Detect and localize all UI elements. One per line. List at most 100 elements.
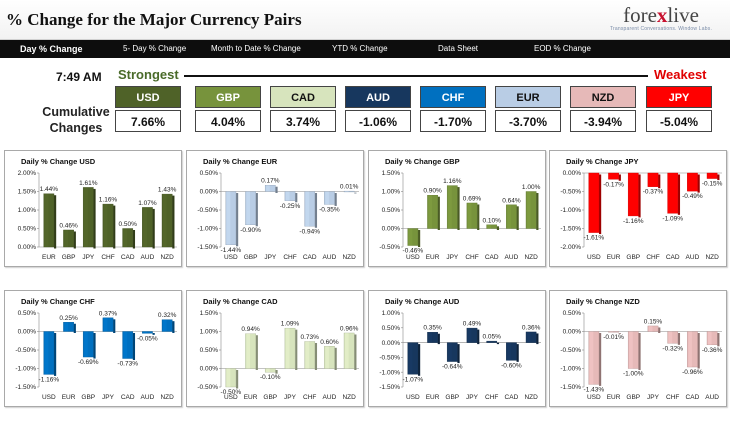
y-tick-label: -1.50%	[560, 384, 581, 391]
tab-eod-change[interactable]: EOD % Change	[534, 44, 591, 53]
currency-value-cad: 3.74%	[270, 110, 336, 132]
y-tick-label: 0.00%	[382, 340, 401, 347]
bar-side	[618, 174, 621, 181]
bar-side	[598, 174, 602, 235]
bar-jpy	[446, 185, 458, 229]
bar-side	[275, 370, 278, 374]
bar-side	[334, 193, 337, 206]
tab-ytd-change[interactable]: YTD % Change	[332, 44, 388, 53]
bar-cad	[486, 224, 498, 229]
bar-gbp	[245, 191, 256, 225]
bar-side	[516, 344, 519, 362]
logo-text-left: fore	[623, 3, 657, 27]
bar-side	[437, 196, 440, 230]
currency-code-gbp: GBP	[195, 86, 261, 108]
y-tick-label: 2.00%	[18, 170, 37, 177]
category-label: EUR	[62, 394, 76, 401]
category-label: CAD	[686, 394, 700, 401]
category-label: CHF	[465, 254, 478, 261]
bar-chart: -1.50% -1.00% -0.50% 0.00% 0.50% -1.44%USD -0.…	[197, 170, 359, 261]
bar-side	[638, 174, 641, 218]
chart-title: Daily % Change NZD	[566, 297, 640, 306]
y-tick-label: 0.50%	[18, 226, 37, 233]
data-label: -0.50%	[221, 389, 242, 396]
currency-value-eur: -3.70%	[495, 110, 561, 132]
category-label: JPY	[102, 394, 115, 401]
data-label: 0.15%	[644, 318, 663, 325]
bar-usd	[588, 172, 600, 233]
category-label: JPY	[82, 254, 95, 261]
forexlive-logo[interactable]: forexlive Transparent Conversations. Win…	[600, 4, 722, 36]
data-label: 1.61%	[79, 180, 98, 187]
data-label: 0.49%	[463, 321, 482, 328]
category-label: CHF	[283, 254, 296, 261]
chart-title: Daily % Change AUD	[385, 297, 460, 306]
bar-side	[235, 193, 239, 247]
chart-title: Daily % Change EUR	[203, 157, 278, 166]
tab-day-change[interactable]: Day % Change	[20, 44, 83, 54]
tab-5-day-change[interactable]: 5- Day % Change	[123, 44, 187, 53]
bar-side	[295, 193, 298, 203]
currency-code-chf: CHF	[420, 86, 486, 108]
bar-highlight	[285, 328, 290, 369]
data-label: -1.43%	[584, 386, 605, 393]
bar-highlight	[668, 173, 673, 214]
bar-highlight	[589, 173, 594, 233]
bar-jpy	[264, 185, 276, 192]
bar-side	[697, 333, 700, 369]
tab-month-to-date-change[interactable]: Month to Date % Change	[211, 44, 301, 53]
category-label: AUD	[323, 394, 337, 401]
bar-highlight	[507, 342, 511, 361]
bar-side	[417, 344, 421, 376]
data-label: -0.60%	[501, 362, 522, 369]
bar-chf	[486, 340, 498, 343]
data-label: -0.64%	[442, 364, 463, 371]
bar-eur	[245, 333, 256, 369]
chart-title: Daily % Change CAD	[203, 297, 278, 306]
data-label: 0.94%	[241, 326, 260, 333]
category-label: GBP	[626, 254, 640, 261]
category-label: JPY	[264, 254, 277, 261]
currency-code-cad: CAD	[270, 86, 336, 108]
chart-panel: -1.50% -1.00% -0.50% 0.00% 0.50% -1.16% USD 0.2…	[4, 290, 182, 407]
y-tick-label: 0.00%	[563, 329, 582, 336]
bar-highlight	[143, 331, 147, 334]
y-tick-label: -2.00%	[560, 244, 581, 251]
data-label: -0.10%	[260, 374, 281, 381]
bar-side	[437, 333, 440, 345]
category-label: USD	[224, 394, 238, 401]
y-tick-label: -1.50%	[560, 226, 581, 233]
y-tick-label: 0.00%	[200, 366, 219, 373]
tab-bar: Day % Change 5- Day % Change Month to Da…	[0, 40, 730, 58]
category-label: GBP	[62, 254, 76, 261]
currency-value-chf: -1.70%	[420, 110, 486, 132]
bar-aud	[324, 191, 335, 205]
strength-divider	[184, 75, 648, 77]
data-label: -0.32%	[662, 345, 683, 352]
category-label: JPY	[284, 394, 297, 401]
category-label: CAD	[666, 254, 680, 261]
y-tick-label: 0.00%	[18, 329, 37, 336]
data-label: -1.09%	[662, 215, 683, 222]
data-label: -1.61%	[584, 235, 605, 242]
tab-data-sheet[interactable]: Data Sheet	[438, 44, 479, 53]
bar-jpy	[466, 327, 478, 343]
bar-highlight	[648, 173, 653, 187]
data-label: 0.96%	[340, 325, 359, 332]
bar-highlight	[345, 332, 349, 369]
bar-chart: -1.50% -1.00% -0.50% 0.00% 0.50% -1.43%USD -0.…	[560, 310, 722, 401]
bar-aud	[706, 331, 718, 346]
bar-highlight	[226, 191, 231, 245]
bar-chf	[102, 203, 114, 248]
category-label: AUD	[141, 254, 155, 261]
currency-value-nzd: -3.94%	[570, 110, 636, 132]
data-label: -0.25%	[280, 203, 301, 210]
bar-side	[314, 193, 318, 228]
bar-side	[638, 333, 641, 370]
logo-x: x	[656, 3, 668, 27]
logo-wordmark: forexlive	[600, 4, 722, 26]
bar-side	[73, 231, 76, 249]
data-label: -1.16%	[623, 218, 644, 225]
y-tick-label: 1.00%	[382, 310, 401, 317]
category-label: USD	[587, 394, 601, 401]
